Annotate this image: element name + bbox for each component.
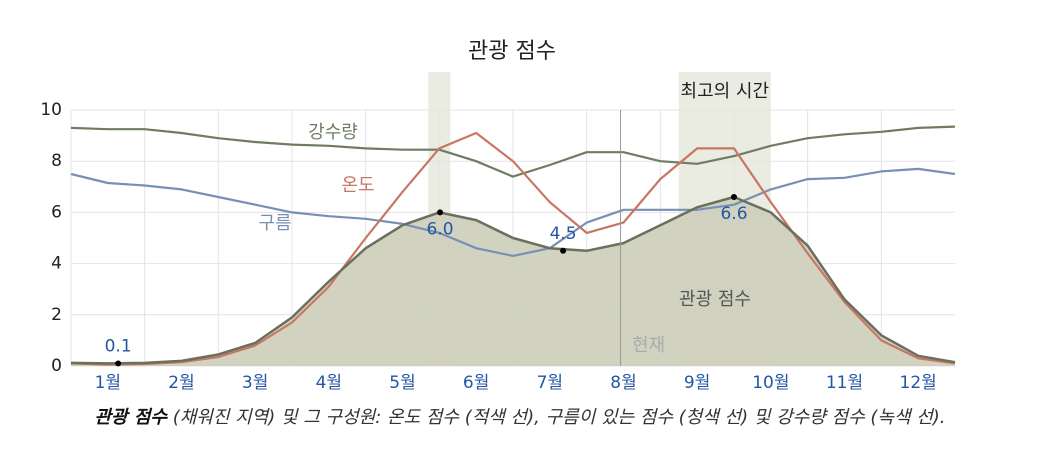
marker-label: 0.1 xyxy=(105,336,132,356)
chart-title: 관광 점수 xyxy=(468,39,556,64)
series-label: 온도 xyxy=(341,175,374,196)
x-tick-label: 4월 xyxy=(316,373,342,393)
line xyxy=(70,131,956,366)
series-label: 구름 xyxy=(258,213,291,234)
x-tick-label: 5월 xyxy=(389,373,415,393)
caption: 관광 점수 (채워진 지역) 및 그 구성원: 온도 점수 (적색 선), 구름… xyxy=(40,404,1000,432)
line xyxy=(70,167,956,257)
y-tick-label: 10 xyxy=(40,100,62,120)
x-tick-label: 9월 xyxy=(684,373,710,393)
y-tick-label: 8 xyxy=(51,151,62,171)
x-tick-label: 2월 xyxy=(168,373,194,393)
y-tick-label: 2 xyxy=(51,305,62,325)
line xyxy=(70,195,956,365)
x-tick-label: 10월 xyxy=(752,373,789,393)
y-tick-label: 4 xyxy=(51,254,62,274)
x-tick-label: 12월 xyxy=(900,373,937,393)
x-tick-label: 8월 xyxy=(610,373,636,393)
x-tick-label: 11월 xyxy=(826,373,863,393)
marker-label: 6.6 xyxy=(720,204,747,224)
x-tick-label: 3월 xyxy=(242,373,268,393)
highlight-label: 최고의 시간 xyxy=(681,81,770,102)
marker xyxy=(731,194,737,201)
x-tick-label: 1월 xyxy=(95,373,121,393)
series-label: 강수량 xyxy=(308,122,358,143)
y-tick-label: 6 xyxy=(51,202,62,222)
series-label: 관광 점수 xyxy=(679,289,751,310)
marker xyxy=(115,360,122,367)
marker xyxy=(560,247,567,254)
x-tick-label: 6월 xyxy=(463,373,489,393)
marker xyxy=(437,209,444,216)
marker-label: 4.5 xyxy=(550,224,577,244)
line xyxy=(70,125,956,178)
marker-label: 6.0 xyxy=(427,219,454,239)
caption-emphasis: 관광 점수 xyxy=(94,407,167,428)
x-tick-label: 7월 xyxy=(537,373,563,393)
chart: 관광 점수 최고의 시간 0 2 4 6 8 10 1월 2월 3월 4월 5월 6월 7월 8월 9월 10월… xyxy=(40,39,956,393)
now-label: 현재 xyxy=(632,335,665,356)
caption-text: (채워진 지역) 및 그 구성원: 온도 점수 (적색 선), 구름이 있는 점… xyxy=(166,407,946,428)
y-tick-label: 0 xyxy=(51,356,62,376)
